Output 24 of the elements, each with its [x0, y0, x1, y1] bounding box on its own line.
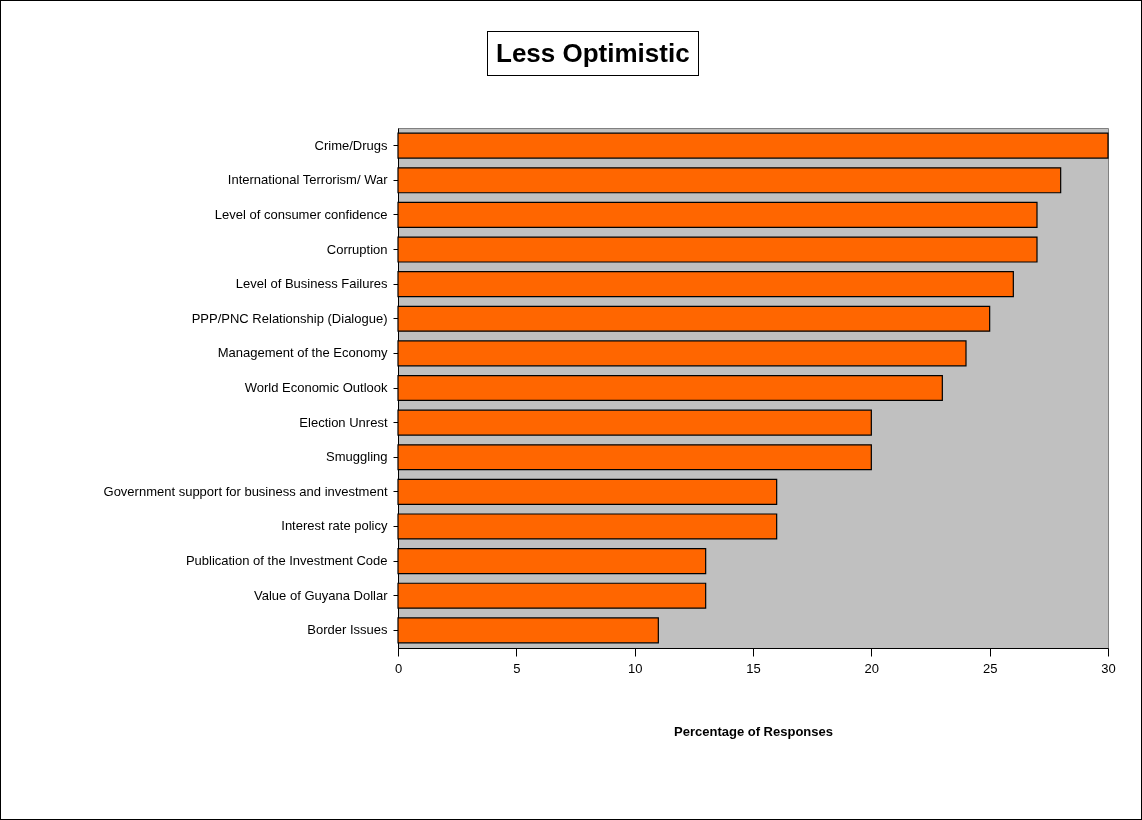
- x-tick-label: 25: [982, 660, 998, 676]
- y-tick-label: Interest rate policy: [281, 518, 388, 534]
- x-tick-label: 30: [1101, 660, 1116, 676]
- y-tick-label: Level of Business Failures: [235, 276, 388, 292]
- y-tick-label: Smuggling: [326, 449, 388, 465]
- y-tick-label: Value of Guyana Dollar: [254, 587, 389, 603]
- y-tick-label: Publication of the Investment Code: [185, 553, 388, 569]
- y-tick-label: Level of consumer confidence: [214, 206, 388, 222]
- y-tick-label: Crime/Drugs: [314, 137, 388, 153]
- x-tick-label: 5: [513, 660, 521, 676]
- y-tick-label: International Terrorism/ War: [227, 172, 389, 188]
- y-tick-label: Border Issues: [307, 622, 388, 638]
- x-tick-label: 15: [746, 660, 761, 676]
- chart-title: Less Optimistic: [487, 31, 699, 76]
- y-tick-label: Election Unrest: [299, 414, 388, 430]
- x-axis-title: Percentage of Responses: [674, 723, 833, 739]
- x-tick-label: 0: [394, 660, 403, 676]
- y-tick-label: PPP/PNC Relationship (Dialogue): [191, 310, 388, 326]
- x-tick-label: 20: [864, 660, 880, 676]
- y-tick-label: World Economic Outlook: [244, 380, 388, 395]
- x-tick-label: 10: [627, 660, 643, 676]
- y-tick-label: Corruption: [326, 241, 388, 257]
- y-tick-label: Government support for business and investment: [103, 483, 388, 499]
- y-tick-label: Management of the Economy: [217, 345, 388, 361]
